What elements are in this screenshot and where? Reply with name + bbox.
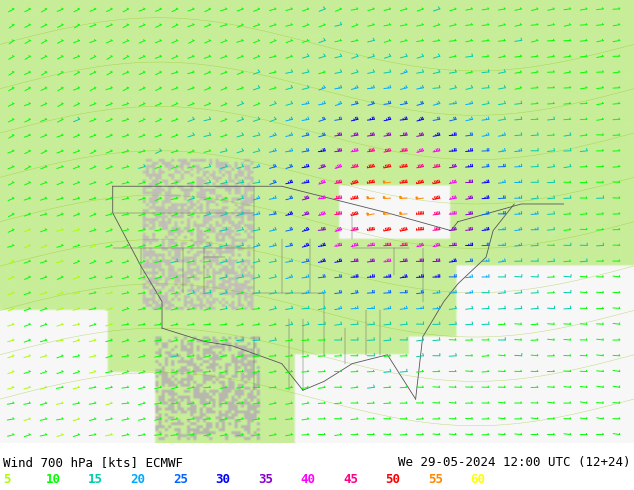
Text: 35: 35 <box>258 473 273 486</box>
Text: 25: 25 <box>173 473 188 486</box>
Text: 45: 45 <box>343 473 358 486</box>
Text: 50: 50 <box>385 473 401 486</box>
Text: 20: 20 <box>131 473 146 486</box>
Text: 30: 30 <box>216 473 231 486</box>
Text: 5: 5 <box>3 473 11 486</box>
Text: 40: 40 <box>301 473 316 486</box>
Text: 55: 55 <box>428 473 443 486</box>
Text: 10: 10 <box>46 473 61 486</box>
Text: 15: 15 <box>88 473 103 486</box>
Text: Wind 700 hPa [kts] ECMWF: Wind 700 hPa [kts] ECMWF <box>3 457 183 469</box>
Polygon shape <box>400 196 401 198</box>
Polygon shape <box>384 212 385 214</box>
Polygon shape <box>400 212 401 214</box>
Polygon shape <box>416 197 418 199</box>
Text: 60: 60 <box>470 473 486 486</box>
Polygon shape <box>384 181 385 183</box>
Polygon shape <box>366 213 368 215</box>
Polygon shape <box>367 196 369 199</box>
Text: We 29-05-2024 12:00 UTC (12+24): We 29-05-2024 12:00 UTC (12+24) <box>398 457 631 469</box>
Polygon shape <box>384 196 385 198</box>
